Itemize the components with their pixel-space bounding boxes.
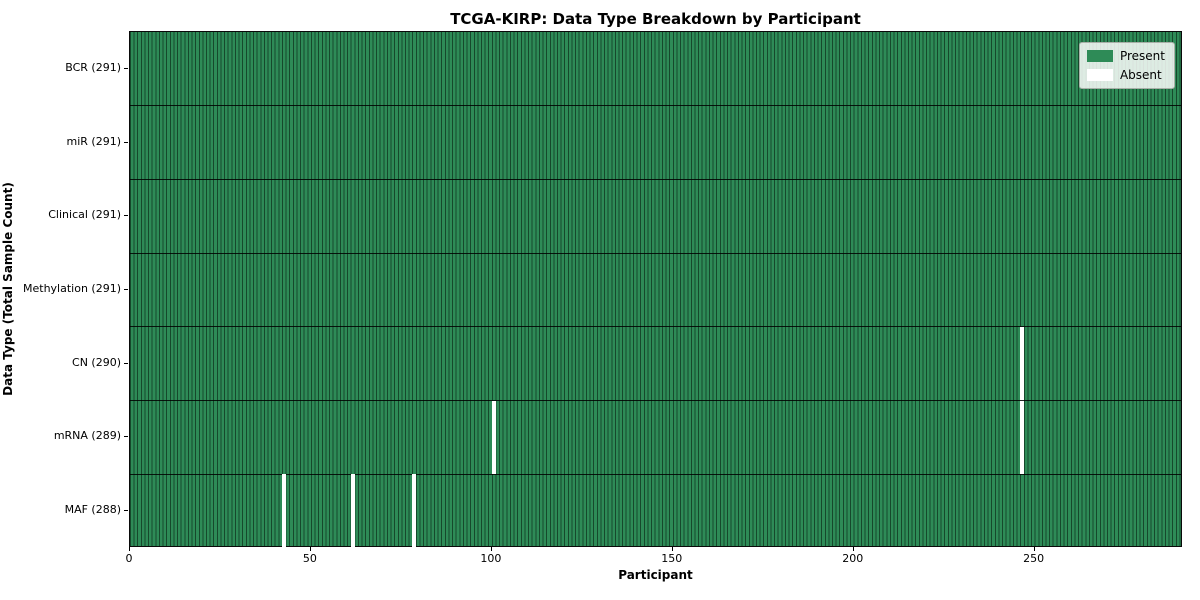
legend-item-present: Present [1086,49,1165,63]
chart-title: TCGA-KIRP: Data Type Breakdown by Partic… [450,10,861,28]
xtick-mark [1033,547,1035,551]
xtick-mark [671,547,673,551]
ytick-mark [124,289,128,290]
xtick-label-250: 250 [1023,552,1045,565]
absent-cell-mRNA-100 [491,400,497,475]
x-axis-label: Participant [618,568,693,582]
plot-area: Present Absent [129,31,1182,548]
ytick-label-Methylation: Methylation (291) [23,282,121,295]
ytick-label-miR: miR (291) [66,134,122,148]
ytick-label-mRNA: mRNA (289) [53,429,121,443]
row-separator [130,178,1181,180]
xtick-mark [129,547,130,551]
row-separator [130,326,1181,328]
absent-cell-MAF-78 [412,474,417,548]
ytick-label-Clinical: Clinical (291) [48,208,121,222]
ytick-mark [124,510,128,512]
legend-item-absent: Absent [1086,68,1165,82]
row-separator [130,400,1181,402]
legend: Present Absent [1078,42,1175,89]
xtick-label-150: 150 [661,552,683,565]
ytick-label-CN: CN (290) [72,355,121,369]
legend-swatch-absent [1086,69,1113,81]
absent-cell-MAF-61 [350,474,355,548]
xtick-mark [309,547,311,551]
legend-label: Present [1119,49,1165,63]
absent-cell-MAF-42 [281,474,287,548]
ytick-label-BCR: BCR (291) [65,60,121,74]
absent-cell-mRNA-246 [1020,400,1025,475]
ytick-mark [124,362,128,364]
xtick-mark [852,547,854,551]
xtick-label-200: 200 [842,552,864,565]
row-separator [130,473,1181,475]
ytick-mark [124,215,128,217]
xtick-label-50: 50 [302,552,317,565]
xtick-label-100: 100 [480,552,502,565]
ytick-mark [124,436,128,438]
ytick-label-MAF: MAF (288) [64,503,121,517]
row-separator [130,105,1181,107]
legend-swatch-present [1086,50,1113,62]
ytick-mark [124,67,128,69]
xtick-label-0: 0 [125,552,133,565]
legend-label: Absent [1119,68,1162,82]
absent-cell-CN-246 [1020,326,1025,401]
ytick-mark [124,141,128,143]
row-separator [130,252,1181,254]
xtick-mark [490,547,492,551]
